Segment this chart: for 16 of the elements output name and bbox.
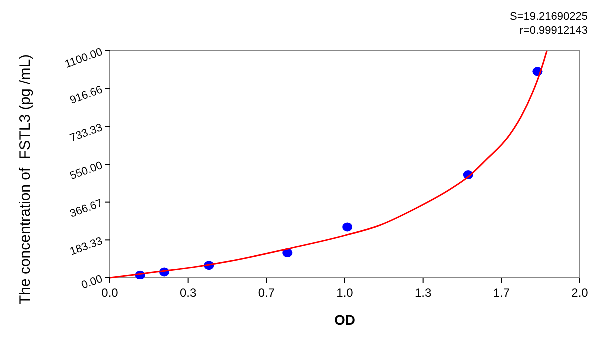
y-tick-label: 733.33 (68, 122, 104, 145)
x-tick-label: 2.0 (572, 286, 589, 300)
y-tick-label: 366.67 (68, 198, 104, 220)
x-axis-title: OD (334, 312, 356, 328)
x-tick-label: 1.0 (336, 286, 354, 300)
text: S=19.21690225 (510, 11, 588, 23)
text: r=0.99912143 (520, 25, 588, 37)
y-tick-label: 183.33 (68, 235, 104, 258)
y-axis-title: The concentration of FSTL3 (pg /mL) (17, 54, 34, 305)
y-tick-label: 916.66 (68, 84, 104, 107)
x-tick-label: 1.7 (493, 286, 510, 300)
x-tick-label: 0.7 (258, 286, 276, 300)
x-tick-label: 0.0 (102, 286, 119, 300)
x-tick-label: 0.3 (180, 286, 197, 300)
y-tick-label: 550.00 (68, 160, 104, 183)
x-tick-label: 1.3 (414, 286, 432, 300)
